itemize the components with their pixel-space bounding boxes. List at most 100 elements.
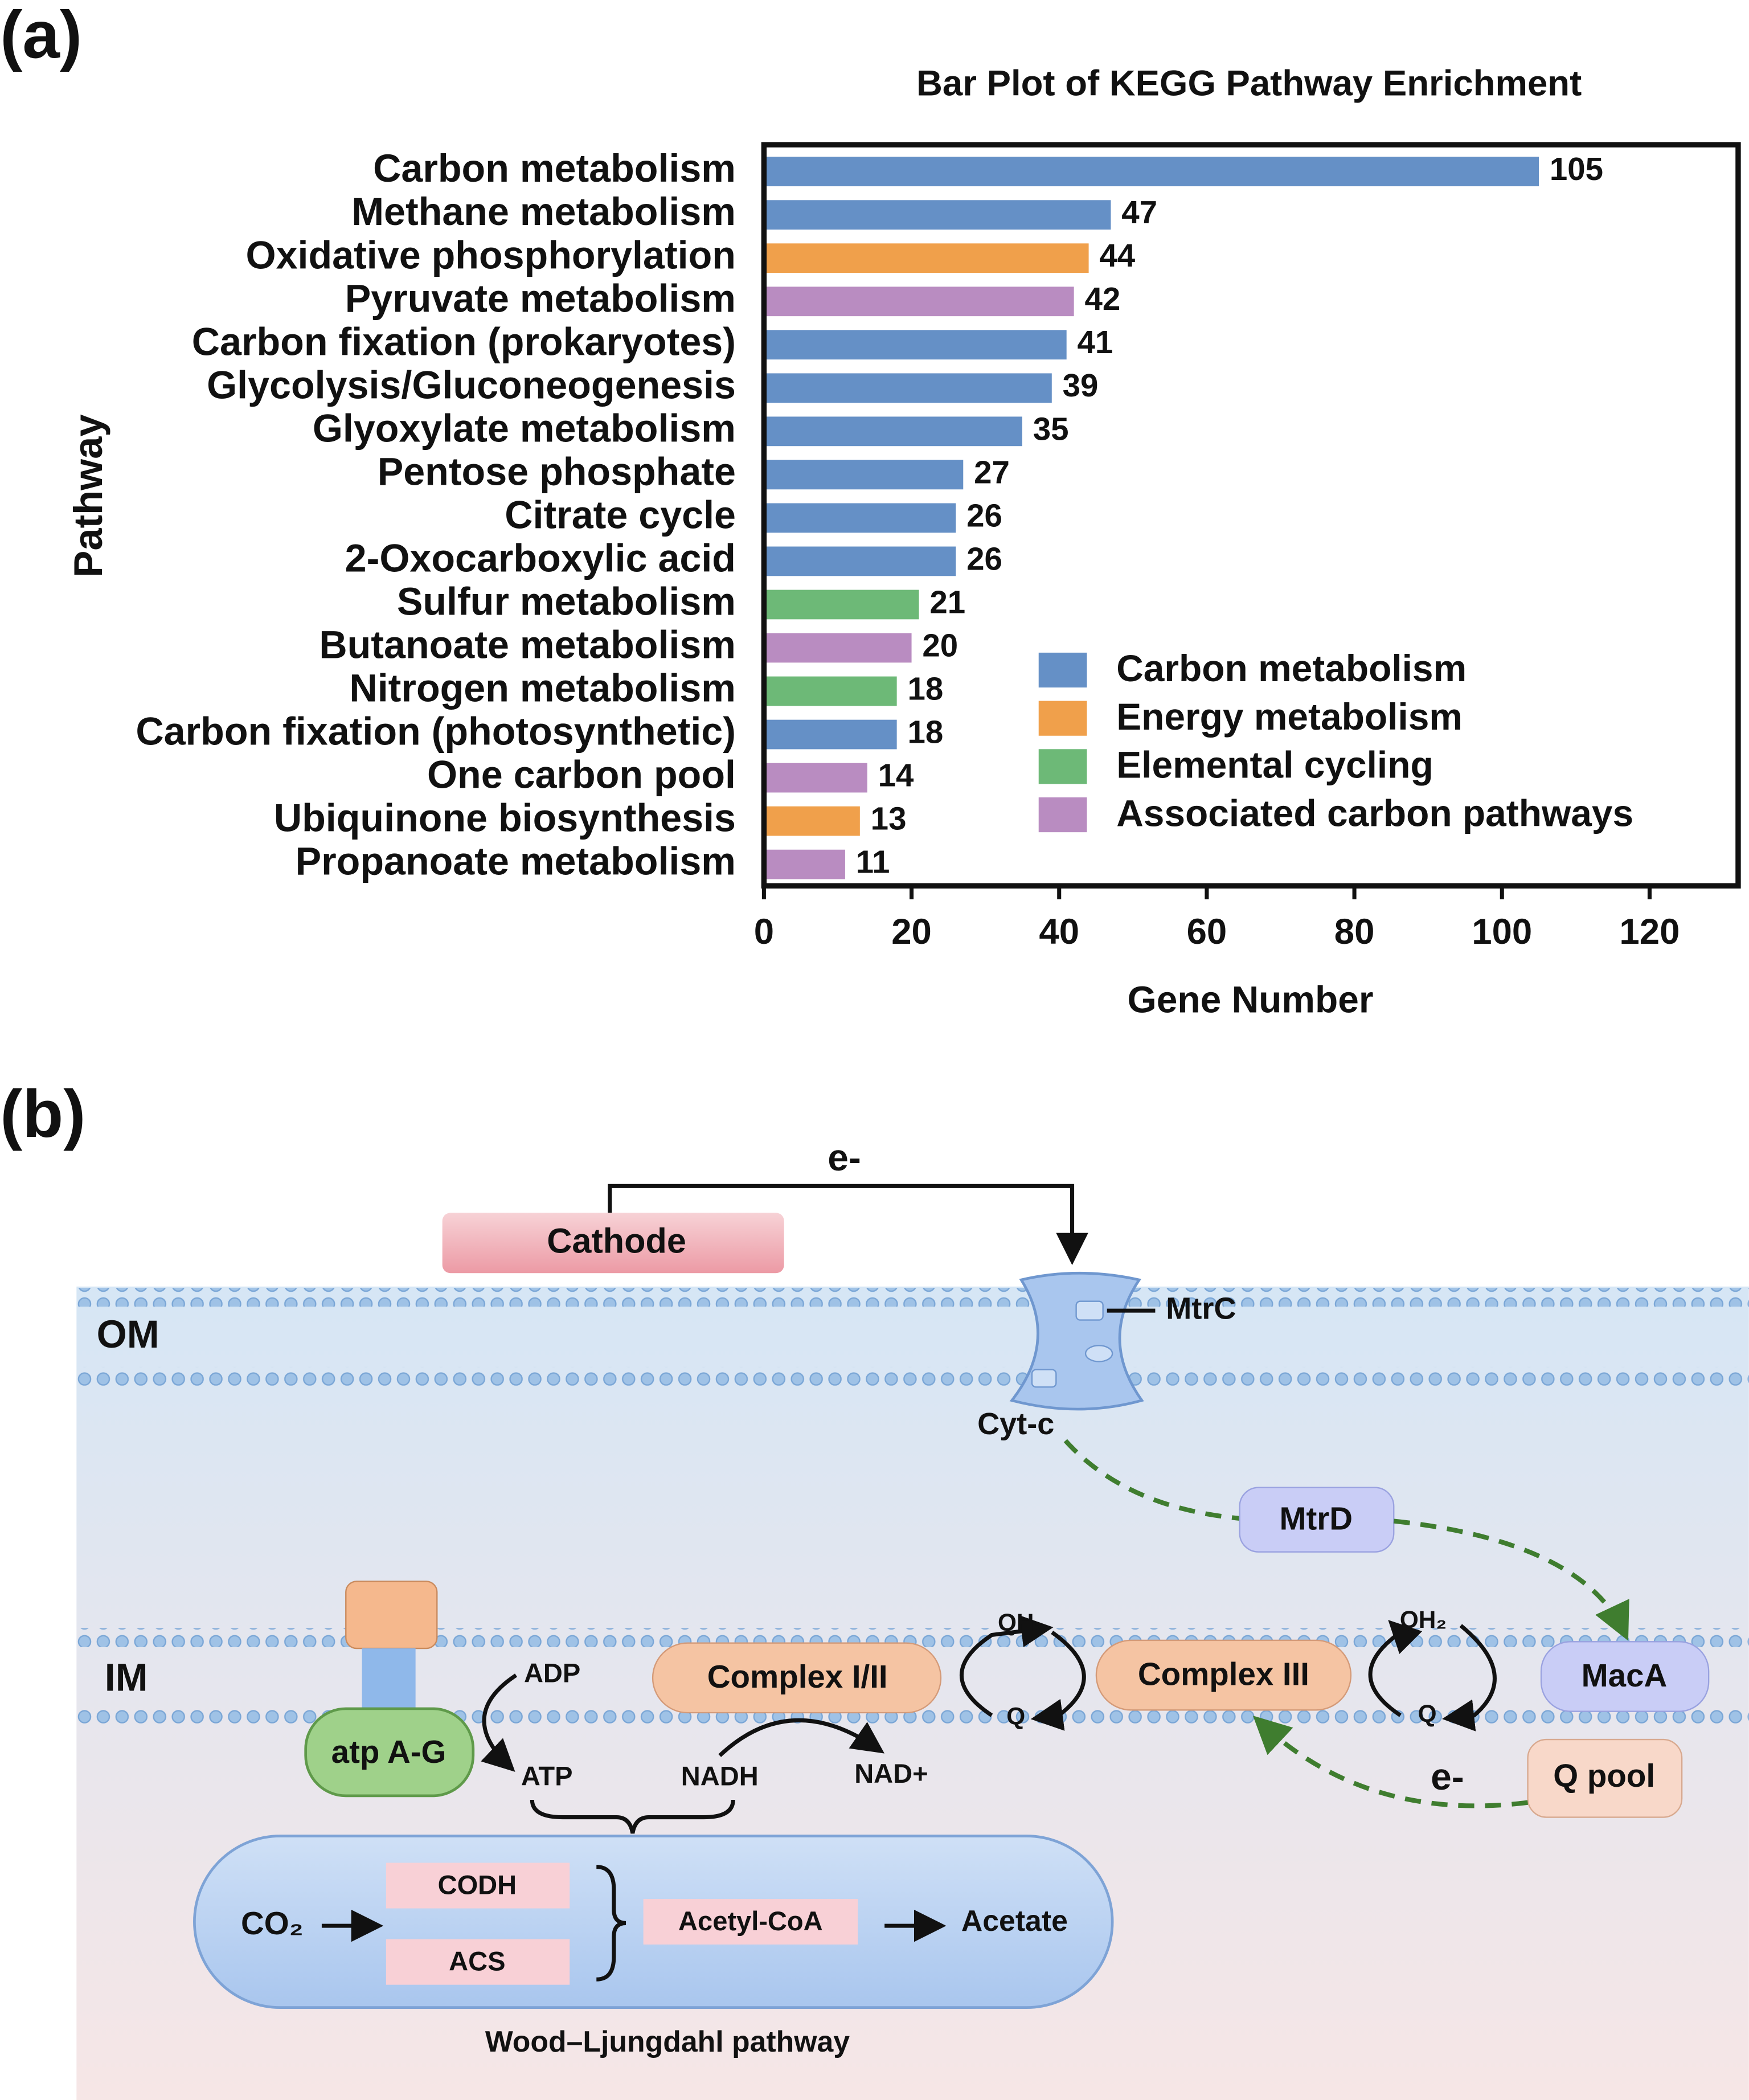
pathway-caption: Wood–Ljungdahl pathway: [485, 2025, 850, 2058]
bar: [764, 633, 912, 663]
bar: [764, 373, 1052, 403]
mtrd-label: MtrD: [1279, 1500, 1353, 1536]
enzyme-label: CODH: [438, 1869, 517, 1900]
co2-label: CO₂: [241, 1905, 304, 1941]
brace: [530, 1799, 735, 1834]
bar: [764, 330, 1067, 360]
qh2-label: QH₂: [998, 1609, 1045, 1636]
y-tick-label: Nitrogen metabolism: [349, 667, 736, 710]
mtrc-label: MtrC: [1166, 1291, 1236, 1325]
y-tick-label: Butanoate metabolism: [319, 624, 736, 667]
electron-label: e-: [828, 1136, 861, 1178]
bar: [764, 546, 956, 576]
atp-label: ATP: [521, 1761, 573, 1791]
complex-label: Complex I/II: [707, 1659, 888, 1694]
cycle-arrow: [1030, 1630, 1086, 1731]
value-label: 26: [966, 497, 1002, 533]
brace: [596, 1865, 626, 1982]
bar: [764, 200, 1111, 230]
value-label: 35: [1033, 411, 1069, 447]
atp-synthase-label: atp A-G: [331, 1734, 447, 1770]
y-tick-label: Propanoate metabolism: [296, 840, 736, 883]
product: [643, 1899, 858, 1945]
y-axis-label: Pathway: [65, 414, 110, 577]
value-label: 105: [1550, 151, 1603, 187]
arrow: [481, 1673, 518, 1772]
diagram: OM IM Cathode e- MtrC Cyt-c MtrD MacA Q …: [76, 1136, 1749, 2100]
complex-3: [1095, 1639, 1352, 1711]
atp-synthase: [304, 1707, 475, 1798]
complex-label: Complex III: [1138, 1656, 1309, 1692]
value-label: 42: [1084, 281, 1120, 317]
legend-label: Carbon metabolism: [1116, 647, 1467, 689]
value-label: 44: [1099, 238, 1135, 273]
chart-title: Bar Plot of KEGG Pathway Enrichment: [916, 63, 1582, 103]
y-tick-label: Pentose phosphate: [378, 450, 736, 493]
value-label: 11: [856, 844, 890, 880]
bar: [764, 416, 1022, 447]
y-tick-label: Methane metabolism: [351, 190, 736, 234]
legend-label: Associated carbon pathways: [1116, 792, 1633, 834]
x-tick-label: 120: [1619, 911, 1680, 952]
adp-label: ADP: [524, 1658, 580, 1688]
x-tick-label: 20: [891, 911, 932, 952]
bar: [764, 286, 1074, 317]
y-tick-label: Ubiquinone biosynthesis: [274, 797, 736, 840]
heme: [1084, 1345, 1113, 1362]
complex-1-2: [652, 1642, 942, 1714]
cycle-arrow: [1442, 1624, 1497, 1731]
electron-label: e-: [1431, 1755, 1464, 1798]
heme: [1075, 1300, 1104, 1321]
q-pool-label: Q pool: [1553, 1758, 1655, 1794]
y-tick-label: Carbon metabolism: [373, 147, 736, 190]
cycle-arrow: [960, 1615, 1054, 1717]
legend-swatch: [1038, 749, 1087, 784]
bar: [764, 590, 919, 620]
legend-swatch: [1038, 652, 1087, 688]
y-tick-label: Carbon fixation (prokaryotes): [192, 320, 736, 363]
cycle-arrow: [1368, 1620, 1423, 1717]
membrane: [76, 1366, 1749, 1386]
bar: [764, 849, 845, 879]
cathode: [442, 1213, 784, 1274]
im-label: IM: [105, 1656, 148, 1700]
electron-path: [1063, 1439, 1240, 1521]
bar: [764, 676, 897, 706]
x-tick-label: 80: [1334, 911, 1375, 952]
panel-label: (a): [0, 0, 82, 72]
y-tick-label: One carbon pool: [427, 754, 736, 797]
panel-label: (b): [0, 1076, 85, 1151]
cytc-label: Cyt-c: [977, 1407, 1054, 1441]
x-tick-label: 40: [1039, 911, 1079, 952]
enzyme-label: ACS: [449, 1946, 505, 1976]
bar: [764, 157, 1539, 187]
y-tick-label: Glycolysis/Gluconeogenesis: [207, 363, 736, 407]
value-label: 20: [922, 627, 958, 663]
enzyme: [386, 1939, 570, 1985]
arrow: [718, 1718, 884, 1757]
y-tick-label: Sulfur metabolism: [397, 580, 736, 623]
bar: [764, 460, 964, 490]
value-label: 18: [907, 670, 943, 706]
value-label: 21: [929, 584, 965, 620]
membrane: [76, 1288, 1749, 1307]
q-pool: [1527, 1738, 1683, 1818]
bar: [764, 243, 1089, 273]
legend-label: Elemental cycling: [1116, 744, 1433, 786]
value-label: 39: [1063, 367, 1099, 403]
nadh-label: NADH: [681, 1761, 759, 1791]
x-tick-label: 100: [1472, 911, 1532, 952]
plot-frame: [761, 142, 1741, 889]
value-label: 27: [974, 454, 1010, 490]
qh2-label: QH₂: [1400, 1606, 1447, 1633]
acetate-label: Acetate: [961, 1904, 1068, 1937]
cathode-label: Cathode: [547, 1222, 686, 1260]
value-label: 26: [966, 541, 1002, 576]
atp-synthase-stalk: [362, 1648, 416, 1712]
arrow: [608, 1184, 1088, 1266]
legend-label: Energy metabolism: [1116, 695, 1463, 738]
enzyme: [386, 1862, 570, 1909]
value-label: 13: [871, 801, 907, 837]
x-axis-label: Gene Number: [1128, 978, 1374, 1020]
